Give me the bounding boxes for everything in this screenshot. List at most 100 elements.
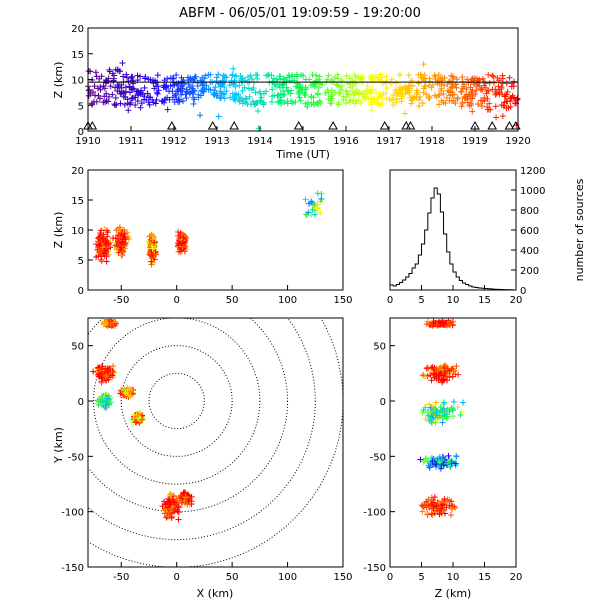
xz-source-mark — [118, 252, 125, 259]
time-height-source-mark — [199, 74, 206, 81]
time-height-source-mark — [329, 92, 336, 99]
station-marker — [87, 120, 98, 130]
time-height-source-mark — [268, 98, 275, 105]
xy-sources — [90, 318, 195, 523]
time-height-source-mark — [499, 75, 506, 82]
time-height-source-mark — [334, 75, 341, 82]
time-height-source-mark — [197, 112, 204, 119]
time-height-x-tick-label: 1919 — [462, 136, 487, 147]
time-height-source-mark — [493, 88, 500, 95]
time-height-source-mark — [450, 74, 457, 81]
time-height-source-mark — [85, 92, 92, 99]
time-height-source-mark — [98, 73, 105, 80]
station-marker — [229, 120, 240, 130]
time-height-source-mark — [440, 90, 447, 97]
xy-plan-view-panel: -50 0 50 100 150 -150 -100 -50 0 50 X (km) Y (km… — [52, 317, 353, 600]
time-height-source-mark — [343, 93, 350, 100]
time-height-source-mark — [92, 69, 99, 76]
yz-source-mark — [419, 508, 426, 515]
time-height-source-mark — [312, 72, 319, 79]
time-height-source-mark — [325, 72, 332, 79]
time-height-source-mark — [233, 73, 240, 80]
time-height-source-mark — [155, 87, 162, 94]
yz-y-tick-label: -50 — [370, 452, 386, 463]
time-height-source-mark — [490, 73, 497, 80]
xz-source-mark — [120, 248, 127, 255]
time-height-source-mark — [420, 85, 427, 92]
time-height-source-mark — [301, 90, 308, 97]
xz-source-mark — [116, 224, 123, 231]
time-height-source-mark — [243, 96, 250, 103]
time-height-source-mark — [214, 92, 221, 99]
yz-x-tick-label: 20 — [510, 572, 523, 583]
yz-source-mark — [450, 398, 457, 405]
xz-x-tick-label: 0 — [174, 295, 180, 306]
xy-y-axis-label: Y (km) — [52, 427, 65, 464]
time-height-source-mark — [498, 84, 505, 91]
yz-source-mark — [431, 494, 438, 501]
time-height-source-mark — [396, 72, 403, 79]
yz-source-mark — [457, 412, 464, 419]
station-marker — [504, 120, 515, 130]
time-height-source-mark — [198, 92, 205, 99]
time-height-source-mark — [510, 83, 517, 90]
time-height-source-mark — [120, 93, 127, 100]
time-height-source-mark — [339, 83, 346, 90]
time-height-source-mark — [213, 78, 220, 85]
time-height-source-mark — [154, 72, 161, 79]
time-height-source-mark — [484, 106, 491, 113]
time-height-source-mark — [97, 83, 104, 90]
time-height-source-mark — [169, 88, 176, 95]
time-height-source-mark — [416, 103, 423, 110]
time-height-source-mark — [283, 84, 290, 91]
time-height-source-mark — [137, 73, 144, 80]
time-height-source-mark — [368, 101, 375, 108]
xz-y-ticks: 0 5 10 15 20 — [71, 166, 93, 297]
time-height-source-mark — [186, 84, 193, 91]
time-height-source-mark — [332, 89, 339, 96]
xz-x-tick-label: 50 — [226, 295, 239, 306]
time-height-source-mark — [349, 88, 356, 95]
time-height-source-mark — [127, 89, 134, 96]
station-marker — [328, 120, 338, 130]
time-height-source-mark — [432, 73, 439, 80]
time-height-source-mark — [269, 78, 276, 85]
range-rings — [88, 318, 343, 567]
yz-source-mark — [424, 364, 431, 371]
time-height-source-mark — [265, 71, 272, 78]
time-height-source-mark — [161, 97, 168, 104]
time-height-source-mark — [126, 84, 133, 91]
time-height-source-mark — [295, 89, 302, 96]
time-height-source-mark — [355, 91, 362, 98]
time-height-source-mark — [134, 97, 141, 104]
time-height-source-mark — [447, 92, 454, 99]
yz-y-tick-label: -100 — [363, 508, 386, 519]
time-height-source-mark — [293, 71, 300, 78]
time-height-source-mark — [141, 93, 148, 100]
time-height-source-mark — [481, 94, 488, 101]
time-height-y-ticks: 0 5 10 15 20 — [71, 24, 93, 138]
time-height-source-mark — [205, 71, 212, 78]
station-marker — [405, 120, 416, 130]
time-height-source-mark — [211, 89, 218, 96]
time-height-source-mark — [162, 83, 169, 90]
time-height-source-mark — [218, 90, 225, 97]
histogram-y-tick-label: 600 — [520, 226, 539, 237]
histogram-step-line — [389, 187, 514, 291]
time-height-source-mark — [314, 91, 321, 98]
time-height-source-mark — [167, 83, 174, 90]
yz-sources — [417, 317, 467, 519]
time-height-source-mark — [236, 98, 243, 105]
time-height-source-mark — [502, 93, 509, 100]
xz-projection-panel: -50 0 50 100 150 0 5 10 15 20 Z (km) — [52, 166, 353, 306]
time-height-source-mark — [438, 87, 445, 94]
xz-y-tick-label: 20 — [71, 166, 84, 177]
time-height-source-mark — [221, 95, 228, 102]
time-height-source-mark — [255, 125, 262, 132]
xz-source-mark — [102, 241, 109, 248]
time-height-x-tick-label: 1913 — [204, 136, 229, 147]
time-height-source-mark — [469, 108, 476, 115]
time-height-source-mark — [132, 101, 139, 108]
range-ring — [93, 318, 261, 485]
